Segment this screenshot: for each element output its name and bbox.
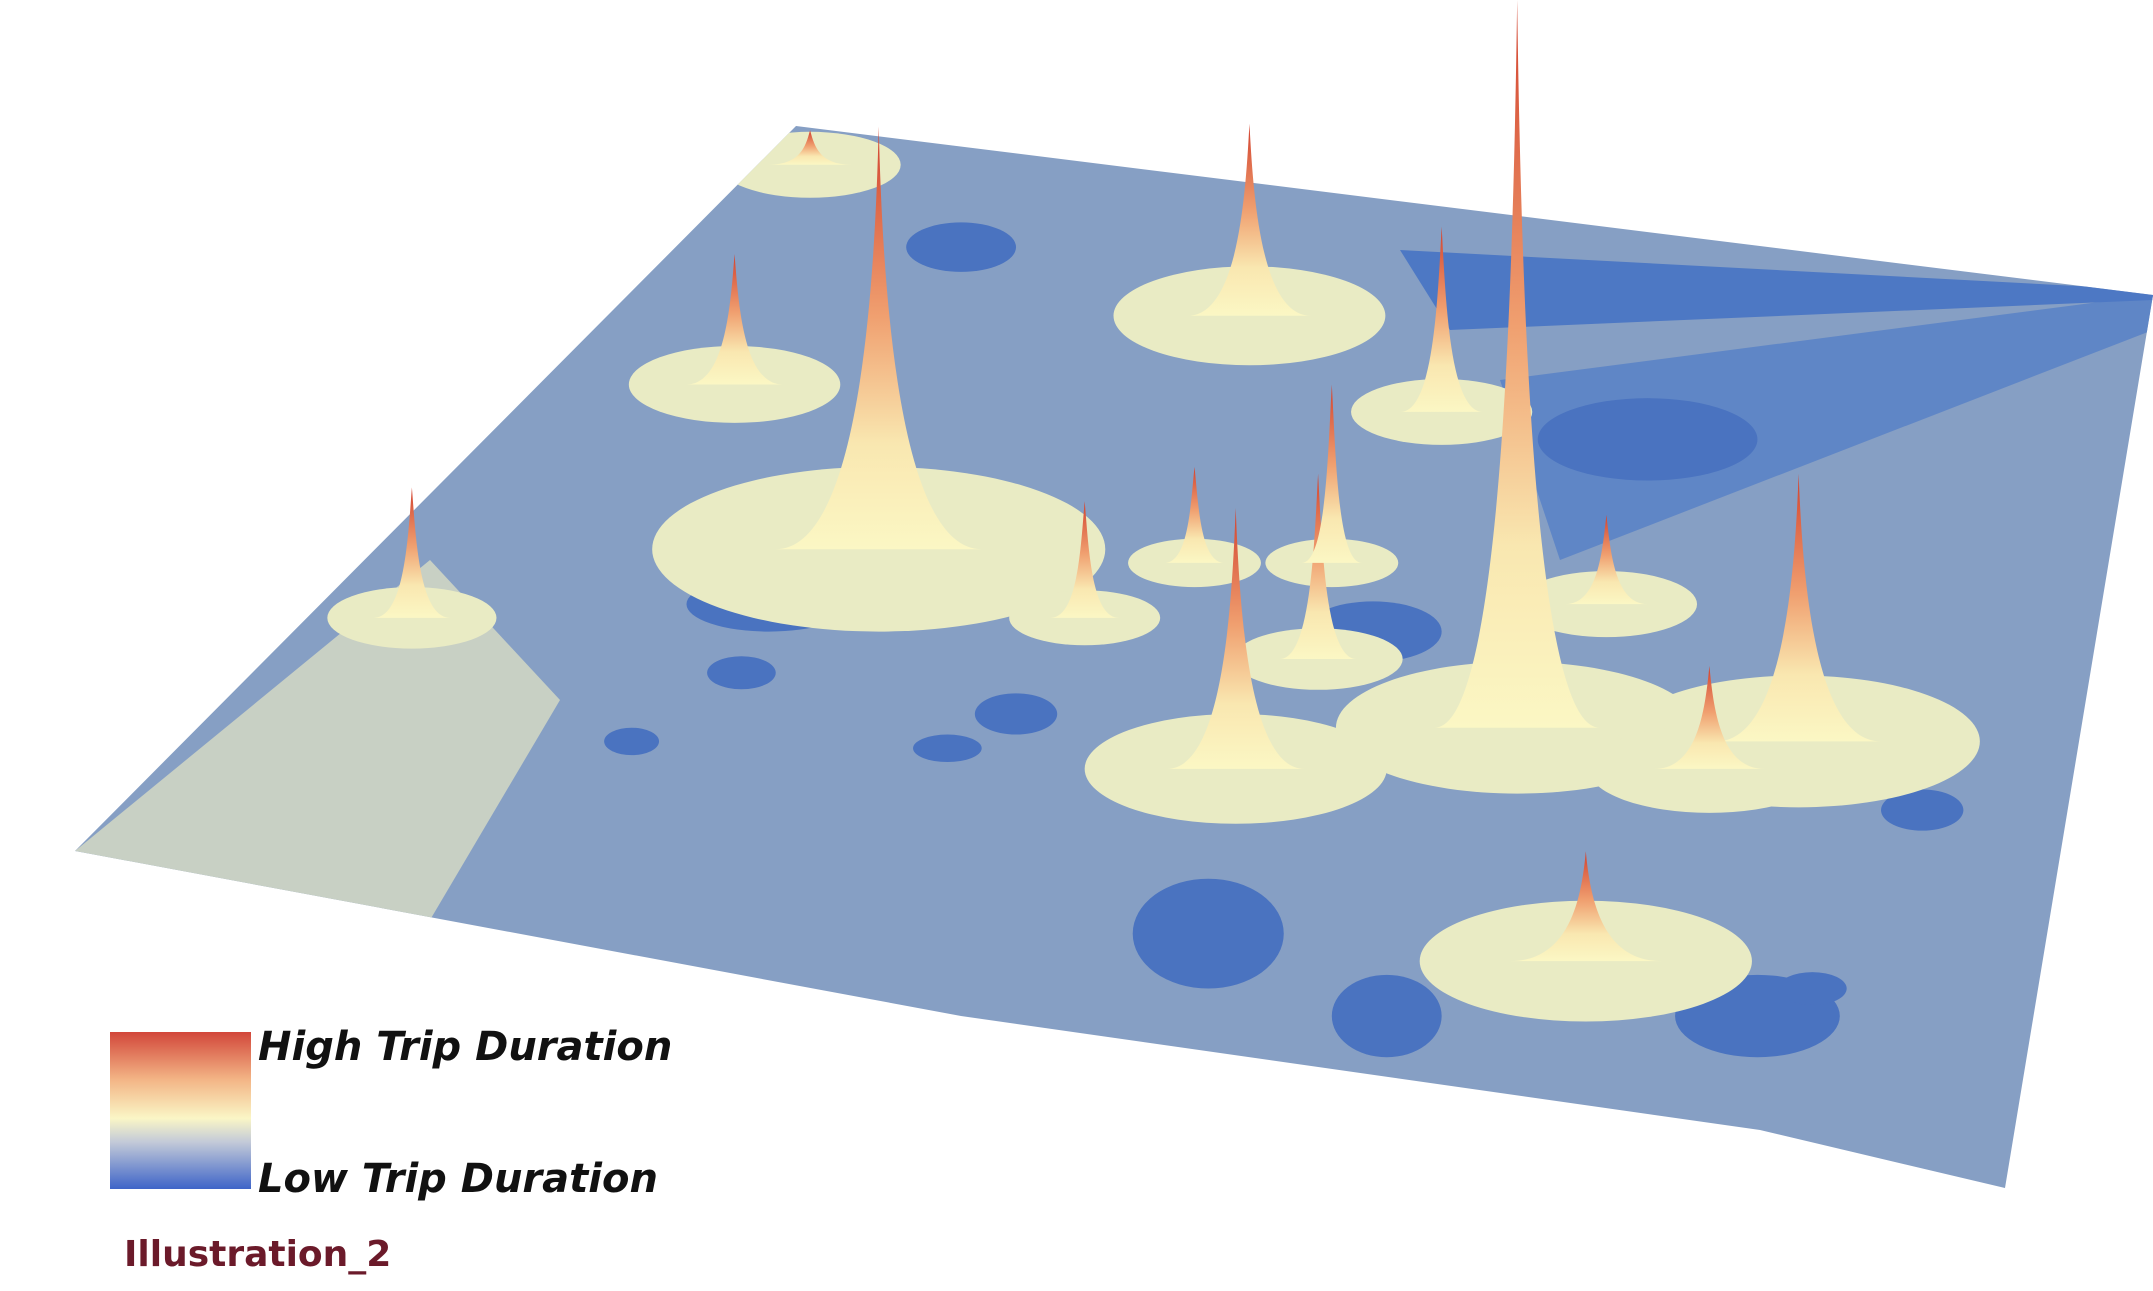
legend-low: Low Trip Duration — [258, 1156, 658, 1202]
legend-high: High Trip Duration — [258, 1024, 672, 1070]
legend-colorbar — [110, 1032, 251, 1189]
surface-map: High Trip Duration Low Trip Duration Ill… — [0, 0, 2153, 1291]
low-spot — [975, 693, 1057, 734]
low-spot — [1133, 879, 1284, 989]
page: High Trip Duration Low Trip Duration Ill… — [0, 0, 2153, 1291]
low-spot — [1332, 975, 1442, 1057]
low-spot — [1538, 398, 1758, 480]
low-spot — [604, 728, 659, 755]
caption: Illustration_2 — [124, 1234, 391, 1275]
low-spot — [707, 656, 776, 689]
low-spot — [906, 222, 1016, 271]
low-spot — [913, 735, 982, 762]
low-spot — [1778, 972, 1847, 1005]
